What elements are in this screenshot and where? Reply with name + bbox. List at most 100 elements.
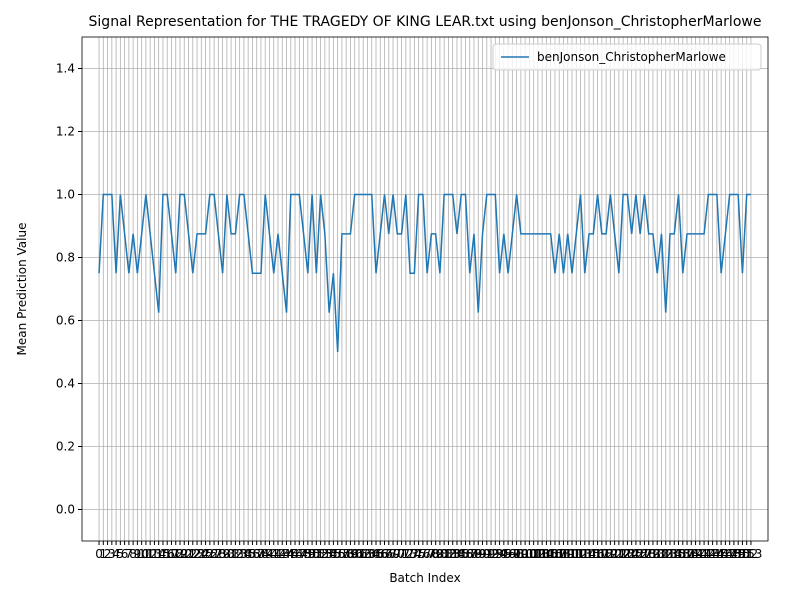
x-tick-label: 38 bbox=[253, 547, 268, 561]
x-tick-label: 147 bbox=[714, 547, 737, 561]
x-tick-label: 123 bbox=[612, 547, 635, 561]
x-tick-label: 20 bbox=[177, 547, 192, 561]
x-tick-label: 6 bbox=[121, 547, 129, 561]
x-tick-label: 97 bbox=[505, 547, 520, 561]
x-tick-label: 10 bbox=[134, 547, 149, 561]
x-tick-label: 134 bbox=[659, 547, 682, 561]
legend-box bbox=[492, 43, 762, 71]
x-tick-label: 93 bbox=[488, 547, 503, 561]
x-tick-label: 57 bbox=[334, 547, 349, 561]
x-tick-label: 65 bbox=[368, 547, 383, 561]
x-tick-label: 36 bbox=[245, 547, 260, 561]
x-tick-label: 16 bbox=[160, 547, 175, 561]
x-tick-label: 77 bbox=[419, 547, 434, 561]
x-tick-label: 49 bbox=[300, 547, 315, 561]
x-tick-label: 122 bbox=[607, 547, 630, 561]
x-tick-label: 4 bbox=[112, 547, 120, 561]
x-tick-label: 80 bbox=[432, 547, 447, 561]
x-tick-label: 83 bbox=[445, 547, 460, 561]
x-tick-label: 55 bbox=[326, 547, 341, 561]
x-tick-label: 126 bbox=[624, 547, 647, 561]
x-tick-label: 105 bbox=[535, 547, 558, 561]
x-tick-label: 7 bbox=[125, 547, 133, 561]
y-tick-label: 0.0 bbox=[56, 503, 75, 517]
x-tick-label: 145 bbox=[705, 547, 728, 561]
x-tick-label: 53 bbox=[317, 547, 332, 561]
x-tick-label: 116 bbox=[582, 547, 605, 561]
y-axis-label: Mean Prediction Value bbox=[15, 223, 29, 356]
x-tick-label: 45 bbox=[283, 547, 298, 561]
x-tick-label: 86 bbox=[458, 547, 473, 561]
x-tick-label: 99 bbox=[513, 547, 528, 561]
x-tick-label: 104 bbox=[531, 547, 554, 561]
x-tick-label: 91 bbox=[479, 547, 494, 561]
x-tick-label: 130 bbox=[642, 547, 665, 561]
legend: benJonson_ChristopherMarlowe bbox=[492, 43, 762, 71]
x-tick-label: 90 bbox=[475, 547, 490, 561]
x-tick-label: 82 bbox=[441, 547, 456, 561]
x-tick-label: 115 bbox=[578, 547, 601, 561]
x-tick-label: 132 bbox=[650, 547, 673, 561]
x-tick-label: 46 bbox=[287, 547, 302, 561]
x-tick-label: 1 bbox=[99, 547, 107, 561]
x-tick-label: 146 bbox=[710, 547, 733, 561]
x-tick-label: 135 bbox=[663, 547, 686, 561]
x-tick-label: 13 bbox=[147, 547, 162, 561]
x-tick-label: 42 bbox=[270, 547, 285, 561]
x-tick-label: 87 bbox=[462, 547, 477, 561]
x-tick-label: 84 bbox=[449, 547, 464, 561]
x-tick-label: 2 bbox=[104, 547, 112, 561]
x-tick-label: 127 bbox=[629, 547, 652, 561]
x-tick-label: 88 bbox=[466, 547, 481, 561]
x-tick-label: 70 bbox=[390, 547, 405, 561]
x-tick-label: 101 bbox=[518, 547, 541, 561]
x-tick-label: 61 bbox=[351, 547, 366, 561]
x-tick-label: 92 bbox=[483, 547, 498, 561]
x-tick-label: 102 bbox=[522, 547, 545, 561]
x-tick-label: 100 bbox=[514, 547, 537, 561]
x-tick-label: 58 bbox=[339, 547, 354, 561]
grid bbox=[82, 37, 768, 541]
x-tick-label: 11 bbox=[138, 547, 153, 561]
x-tick-label: 15 bbox=[155, 547, 170, 561]
y-tick-label: 1.2 bbox=[56, 125, 75, 139]
x-tick-label: 153 bbox=[740, 547, 763, 561]
x-tick-label: 69 bbox=[385, 547, 400, 561]
x-tick-label: 64 bbox=[364, 547, 379, 561]
y-tick-label: 0.4 bbox=[56, 377, 75, 391]
x-tick-label: 9 bbox=[134, 547, 142, 561]
x-tick-label: 138 bbox=[676, 547, 699, 561]
x-tick-label: 40 bbox=[262, 547, 277, 561]
x-tick-label: 151 bbox=[731, 547, 754, 561]
x-tick-label: 140 bbox=[684, 547, 707, 561]
x-tick-label: 119 bbox=[595, 547, 618, 561]
x-tick-label: 118 bbox=[590, 547, 613, 561]
x-tick-label: 14 bbox=[151, 547, 166, 561]
x-tick-label: 110 bbox=[556, 547, 579, 561]
data-line bbox=[98, 193, 751, 353]
x-tick-label: 44 bbox=[279, 547, 294, 561]
x-tick-label: 67 bbox=[377, 547, 392, 561]
x-tick-label: 152 bbox=[735, 547, 758, 561]
x-tick-label: 8 bbox=[129, 547, 137, 561]
x-tick-label: 33 bbox=[232, 547, 247, 561]
x-tick-label: 79 bbox=[428, 547, 443, 561]
x-tick-label: 60 bbox=[347, 547, 362, 561]
x-tick-label: 94 bbox=[492, 547, 507, 561]
chart-title: Signal Representation for THE TRAGEDY OF… bbox=[89, 14, 762, 30]
x-tick-label: 137 bbox=[671, 547, 694, 561]
x-tick-label: 23 bbox=[189, 547, 204, 561]
x-tick-label: 21 bbox=[181, 547, 196, 561]
x-tick-label: 56 bbox=[330, 547, 345, 561]
x-tick-label: 117 bbox=[586, 547, 609, 561]
x-tick-label: 48 bbox=[296, 547, 311, 561]
x-tick-label: 120 bbox=[599, 547, 622, 561]
x-tick-label: 35 bbox=[241, 547, 256, 561]
x-tick-label: 24 bbox=[194, 547, 209, 561]
x-tick-label: 34 bbox=[236, 547, 251, 561]
x-tick-label: 109 bbox=[552, 547, 575, 561]
y-tick-label: 0.2 bbox=[56, 440, 75, 454]
x-tick-label: 141 bbox=[688, 547, 711, 561]
x-tick-label: 85 bbox=[454, 547, 469, 561]
